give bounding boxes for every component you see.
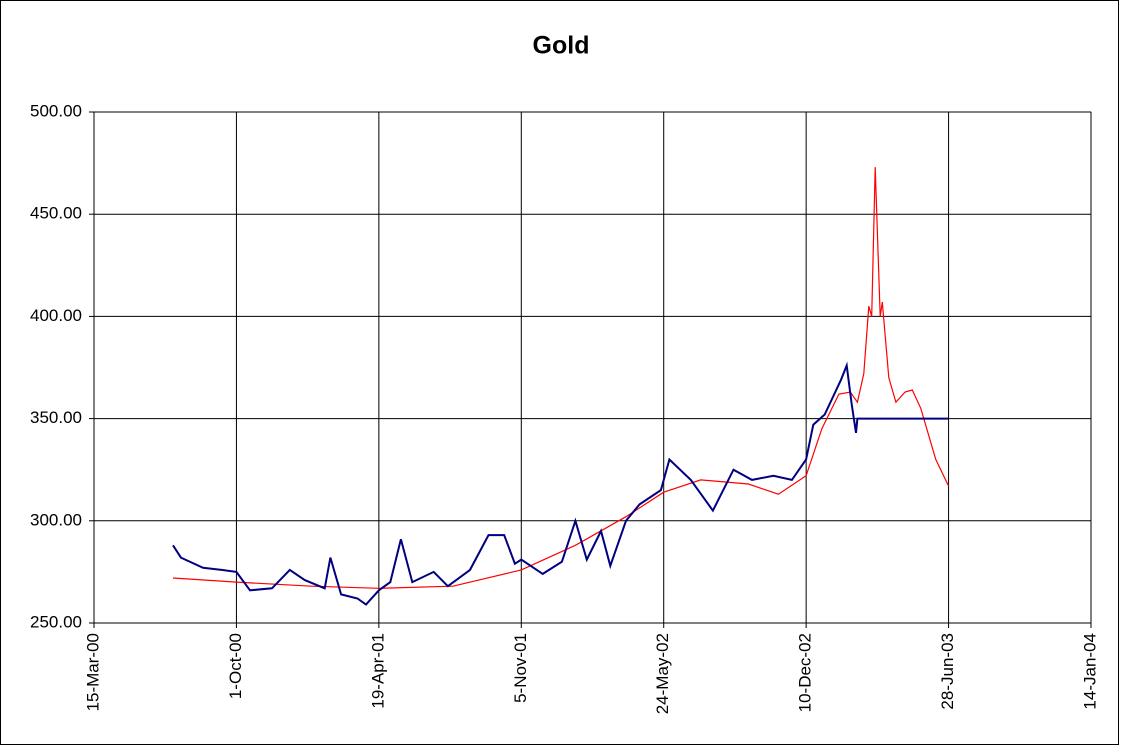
- x-tick-label: 10-Dec-02: [796, 633, 815, 712]
- x-tick-label: 28-Jun-03: [938, 633, 957, 710]
- y-tick-label: 250.00: [30, 612, 82, 631]
- y-tick-label: 500.00: [30, 101, 82, 120]
- series-line: [172, 361, 949, 606]
- y-tick-label: 400.00: [30, 306, 82, 325]
- x-tick-label: 1-Oct-00: [226, 633, 245, 699]
- x-tick-label: 19-Apr-01: [368, 633, 387, 709]
- x-tick-label: 5-Nov-01: [511, 633, 530, 703]
- series-line: [172, 167, 950, 589]
- y-tick-label: 450.00: [30, 204, 82, 223]
- x-tick-label: 14-Jan-04: [1080, 633, 1099, 710]
- y-tick-label: 300.00: [30, 510, 82, 529]
- y-tick-label: 350.00: [30, 408, 82, 427]
- x-tick-label: 15-Mar-00: [83, 633, 102, 711]
- x-tick-label: 24-May-02: [653, 633, 672, 714]
- chart-title: Gold: [533, 32, 590, 60]
- plot-area: [93, 111, 1092, 624]
